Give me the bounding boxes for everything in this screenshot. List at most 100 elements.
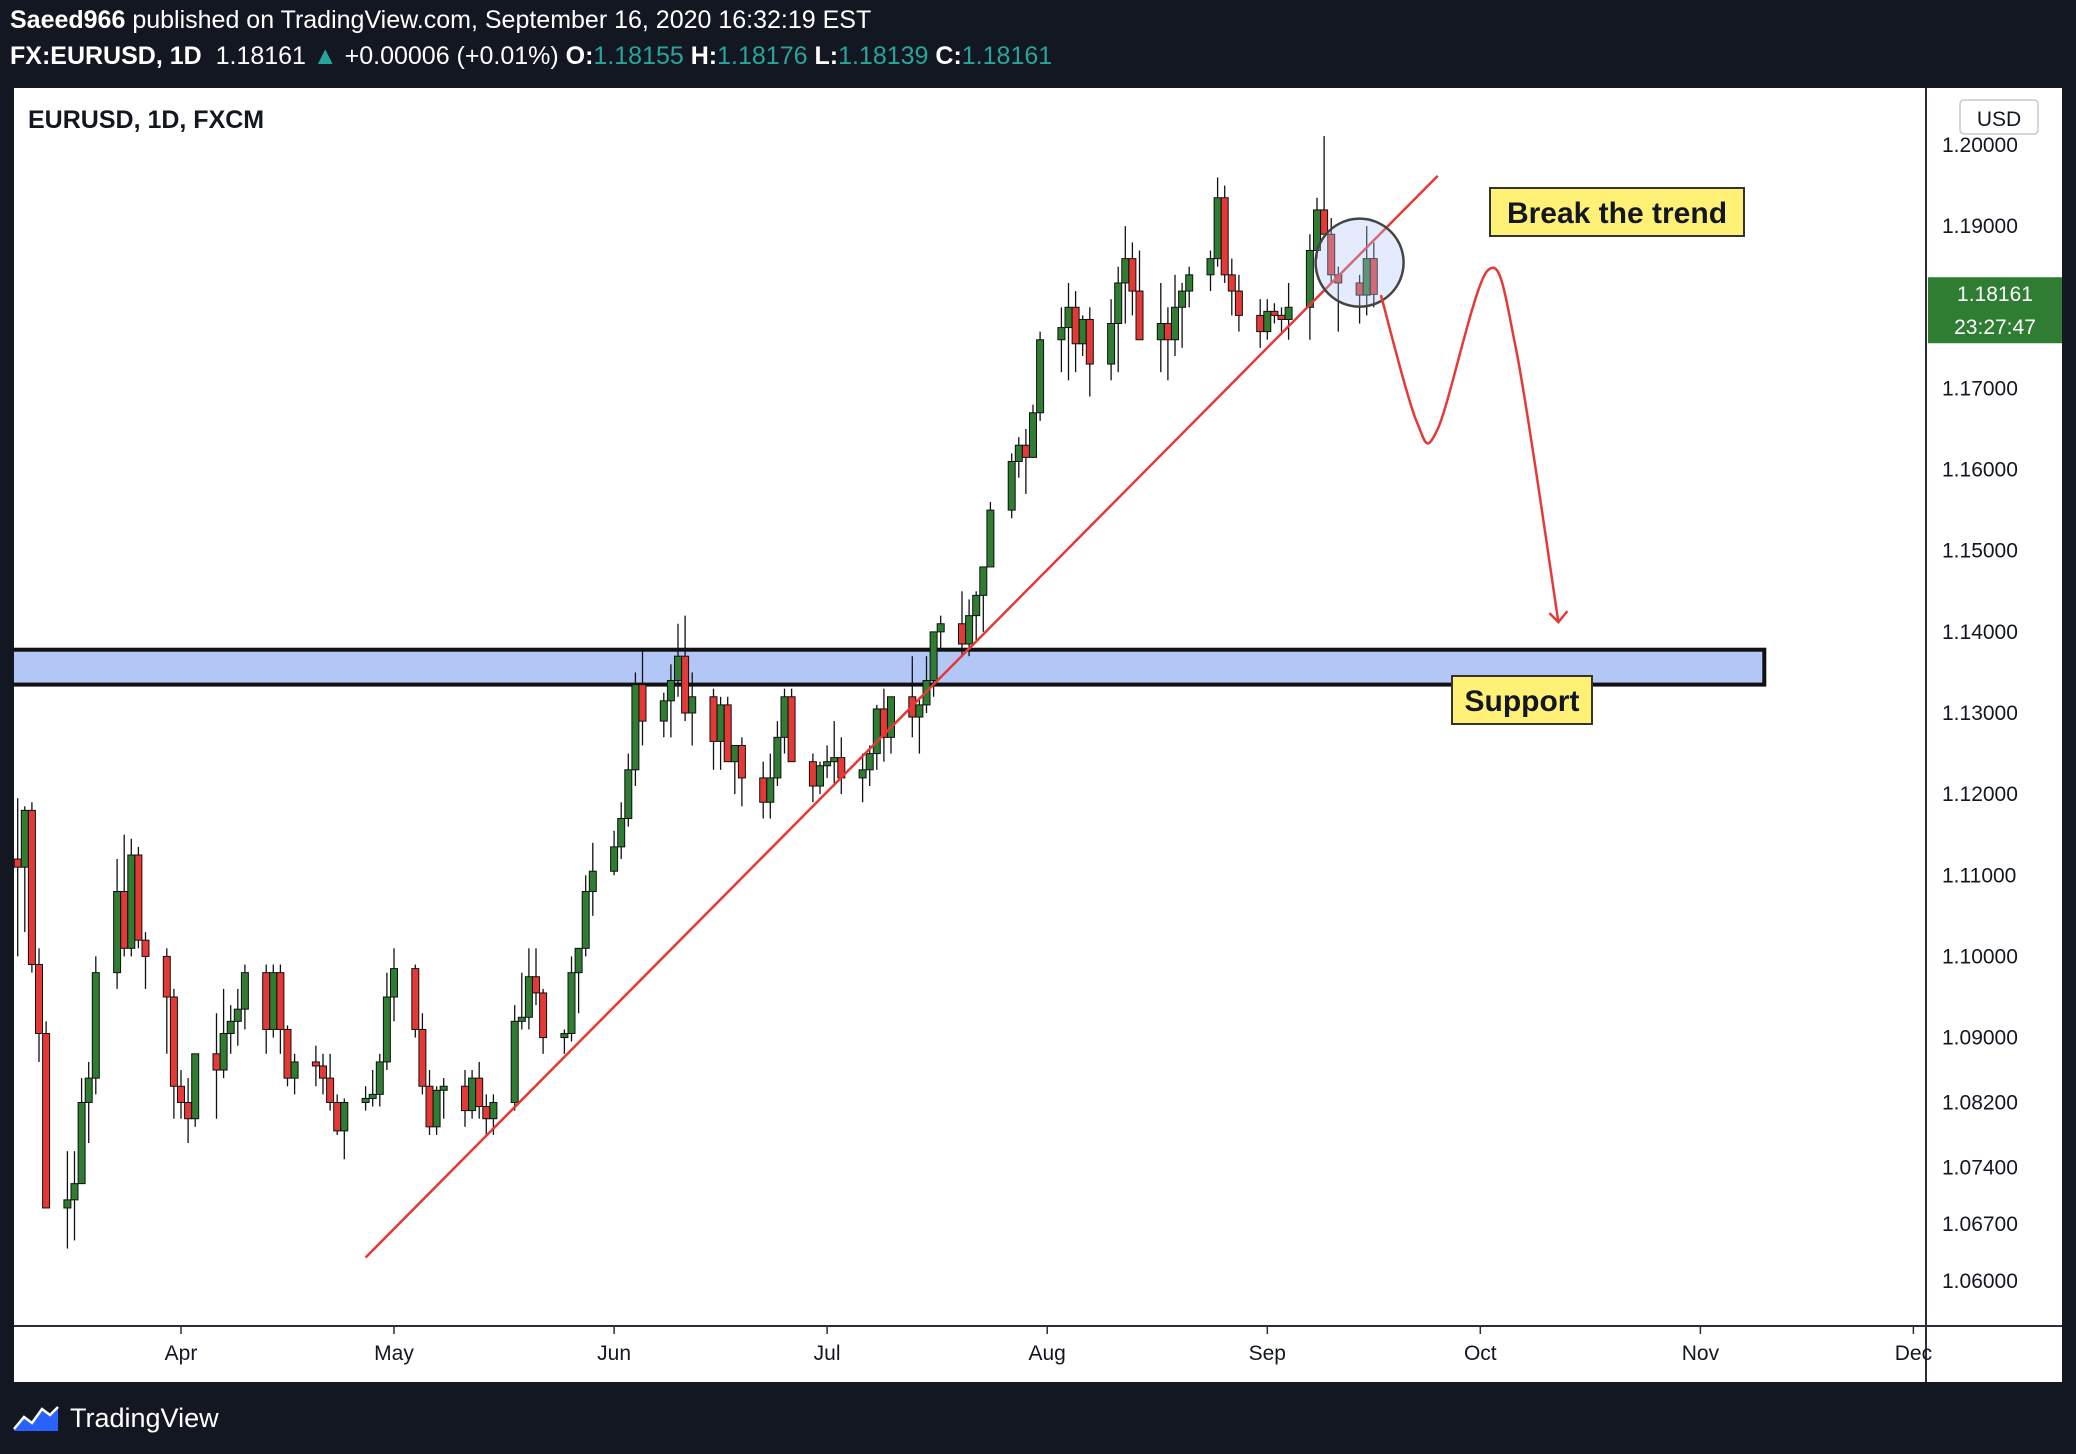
publish-info: Saeed966 published on TradingView.com, S… — [10, 6, 871, 35]
candle — [936, 615, 945, 649]
candle — [1320, 136, 1329, 235]
candle — [276, 964, 285, 1054]
candle — [127, 838, 136, 957]
candle — [517, 972, 526, 1030]
candle — [390, 948, 398, 1022]
support-zone[interactable] — [14, 647, 1767, 687]
candle — [1270, 303, 1279, 324]
arrow-head-icon — [1548, 610, 1569, 624]
candle — [27, 802, 36, 973]
candle — [1305, 234, 1314, 340]
candle — [1057, 307, 1066, 373]
publish-text: published on TradingView.com, September … — [132, 6, 872, 34]
x-tick-label: Nov — [1682, 1342, 1720, 1365]
candle — [766, 753, 775, 819]
tradingview-logo-icon — [13, 1406, 59, 1431]
break-trend-label[interactable]: Break the trend — [1489, 187, 1745, 237]
y-tick-label: 1.17000 — [1942, 377, 2018, 400]
plot-area[interactable] — [14, 136, 1767, 1259]
candle — [1220, 185, 1229, 283]
candle — [1114, 266, 1123, 373]
candle — [524, 948, 533, 1030]
candle — [1185, 266, 1194, 308]
symbol-label: FX:EURUSD, 1D — [10, 42, 202, 70]
candle — [35, 948, 43, 1062]
candle — [1178, 282, 1187, 348]
price-tag[interactable] — [1928, 277, 2062, 344]
candle — [311, 1045, 320, 1087]
high-value: 1.18176 — [717, 42, 808, 70]
chart-svg[interactable]: 1.20000 1.19000 1.17000 1.16000 1.15000 1.140… — [14, 88, 2062, 1382]
candle — [787, 688, 796, 763]
price-change: +0.00006 (+0.01%) — [344, 42, 559, 70]
y-tick-label: 1.06000 — [1942, 1270, 2018, 1293]
candle — [567, 956, 576, 1042]
candle — [1007, 453, 1016, 519]
open-value: 1.18155 — [593, 42, 684, 70]
candle — [624, 753, 633, 827]
x-tick-label: Oct — [1464, 1342, 1497, 1365]
candle — [319, 1053, 327, 1095]
support-label[interactable]: Support — [1451, 675, 1593, 725]
candle — [560, 1029, 569, 1054]
candle — [1029, 404, 1037, 458]
y-tick-label: 1.06700 — [1942, 1213, 2018, 1236]
candle — [269, 964, 278, 1038]
candle — [588, 842, 597, 916]
candle — [361, 1086, 370, 1111]
candle — [368, 1070, 377, 1107]
candle — [290, 1053, 299, 1095]
x-tick-label: Jul — [814, 1342, 841, 1365]
candle — [631, 672, 640, 787]
trend-line[interactable] — [364, 174, 1439, 1259]
tradingview-brand[interactable]: TradingView — [12, 1396, 219, 1440]
candle — [610, 830, 619, 876]
candle — [773, 721, 782, 787]
y-tick-label: 1.07400 — [1942, 1156, 2018, 1179]
candle — [1234, 274, 1243, 332]
close-value: 1.18161 — [961, 42, 1053, 70]
candle — [723, 696, 732, 763]
tradingview-label: TradingView — [70, 1402, 219, 1433]
break-trend-text: Break the trend — [1507, 197, 1727, 230]
y-tick-label: 1.14000 — [1942, 621, 2018, 644]
open-label: O: — [565, 42, 594, 70]
candle — [965, 599, 974, 657]
low-value: 1.18139 — [838, 42, 929, 70]
time-axis[interactable]: Apr May Jun Jul Aug Sep Oct Nov Dec — [165, 1342, 1932, 1365]
y-tick-label: 1.08200 — [1942, 1091, 2018, 1114]
candle — [1206, 250, 1215, 292]
candle — [240, 964, 249, 1030]
candle — [84, 1061, 93, 1144]
candle — [382, 972, 391, 1071]
candle — [1284, 282, 1293, 340]
candle — [1085, 307, 1094, 397]
projection-path[interactable] — [1379, 266, 1560, 623]
candle — [77, 1078, 86, 1185]
candle — [177, 1070, 185, 1119]
author-name[interactable]: Saeed966 — [10, 6, 126, 34]
candle — [475, 1061, 484, 1119]
candle — [1128, 242, 1137, 316]
symbol-info: FX:EURUSD, 1D 1.18161 ▲ +0.00006 (+0.01%… — [10, 42, 1052, 71]
price-axis[interactable]: 1.20000 1.19000 1.17000 1.16000 1.15000 1.140… — [180, 134, 2018, 1334]
candle — [1369, 242, 1378, 308]
x-tick-label: Jun — [597, 1342, 631, 1365]
candle — [865, 745, 874, 787]
up-triangle-icon: ▲ — [312, 42, 338, 70]
candle — [169, 988, 178, 1119]
candle — [340, 1098, 349, 1160]
highlight-circle[interactable] — [1314, 217, 1405, 308]
candle — [858, 753, 867, 803]
candle — [219, 988, 228, 1079]
chart-title: EURUSD, 1D, FXCM — [28, 106, 264, 134]
chart-panel[interactable]: 1.20000 1.19000 1.17000 1.16000 1.15000 1.140… — [14, 88, 2062, 1382]
y-tick-label: 1.20000 — [1942, 134, 2018, 157]
candle — [617, 802, 626, 860]
currency-button[interactable] — [1959, 99, 2039, 135]
candle — [737, 737, 746, 807]
y-tick-label: 1.09000 — [1942, 1027, 2018, 1050]
candle — [141, 932, 150, 989]
candle — [915, 696, 924, 754]
candle — [681, 615, 690, 722]
